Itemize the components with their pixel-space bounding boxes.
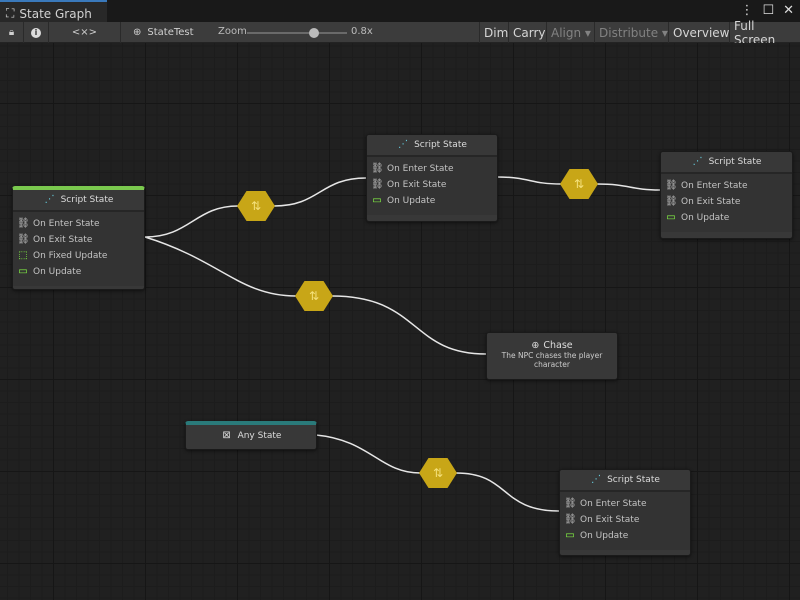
start-script-state-node[interactable]: ⋰ Script State ⛓ On Enter State ⛓ On Exit S…: [12, 186, 145, 290]
edge: [273, 177, 367, 207]
any-state-node[interactable]: ⊠ Any State: [185, 421, 317, 450]
dim-button[interactable]: Dim: [479, 22, 512, 43]
carry-button[interactable]: Carry: [508, 22, 550, 43]
transition-icon: ⇅: [432, 466, 444, 480]
event-row: ⛓ On Enter State: [371, 163, 454, 174]
event-row: ▭ On Update: [372, 195, 436, 206]
event-row: ⛓ On Enter State: [665, 180, 748, 191]
hierarchy-icon: ⛶: [6, 6, 15, 20]
transition-icon: ⇅: [250, 199, 262, 213]
script-state-node[interactable]: ⋰ Script State ⛓ On Enter State ⛓ On Exit S…: [366, 134, 498, 222]
edge: [496, 176, 562, 185]
event-row: ⛓ On Exit State: [17, 234, 93, 245]
exit-state-icon: ⛓: [17, 234, 30, 245]
transition-node[interactable]: ⇅: [295, 281, 333, 311]
more-options-icon[interactable]: ⋮: [740, 3, 754, 18]
event-row: ▭ On Update: [666, 212, 730, 223]
enter-state-icon: ⛓: [564, 498, 577, 509]
maximize-icon[interactable]: ☐: [762, 3, 775, 18]
align-dropdown[interactable]: Align ▾: [546, 22, 595, 43]
enter-state-icon: ⛓: [17, 218, 30, 229]
any-state-icon: ⊠: [222, 430, 231, 441]
event-row: ⛓ On Exit State: [564, 514, 640, 525]
script-state-node[interactable]: ⋰ Script State ⛓ On Enter State ⛓ On Exit S…: [660, 151, 793, 239]
tab-bar: ⛶ State Graph ⋮ ☐ ✕: [0, 0, 800, 22]
update-icon: ▭: [666, 212, 676, 223]
state-graph-icon: ⊕: [133, 27, 142, 38]
info-icon: i: [31, 27, 41, 38]
state-description: The NPC chases the player character: [501, 351, 603, 369]
event-row: ▭ On Update: [565, 530, 629, 541]
zoom-label: Zoom: [218, 26, 247, 37]
enter-state-icon: ⛓: [665, 180, 678, 191]
edge: [144, 205, 239, 238]
enter-state-icon: ⛓: [371, 163, 384, 174]
state-graph-icon: ⊕: [531, 340, 540, 351]
event-row: ⛓ On Enter State: [17, 218, 100, 229]
edge: [455, 472, 560, 512]
event-row: ▭ On Update: [18, 266, 82, 277]
update-icon: ▭: [372, 195, 382, 206]
update-icon: ▭: [565, 530, 575, 541]
overview-button[interactable]: Overview: [668, 22, 734, 43]
code-button[interactable]: <×>: [49, 22, 121, 43]
toolbar: 🔒︎ i <×> ⊕ StateTest Zoom 0.8x Dim Carry …: [0, 19, 800, 47]
script-state-icon: ⋰: [398, 139, 409, 150]
lock-button[interactable]: 🔒︎: [0, 22, 24, 43]
script-state-node[interactable]: ⋰ Script State ⛓ On Enter State ⛓ On Exit S…: [559, 469, 691, 556]
transition-node[interactable]: ⇅: [419, 458, 457, 488]
tab-state-graph[interactable]: ⛶ State Graph: [0, 0, 107, 22]
zoom-slider[interactable]: [247, 28, 347, 38]
event-row: ⛓ On Exit State: [371, 179, 447, 190]
edge: [331, 295, 487, 355]
transition-icon: ⇅: [308, 289, 320, 303]
edge: [596, 183, 661, 191]
graph-selector[interactable]: ⊕ StateTest: [133, 27, 194, 38]
update-icon: ▭: [18, 266, 28, 277]
exit-state-icon: ⛓: [371, 179, 384, 190]
fixed-update-icon: ⬚: [18, 250, 28, 261]
script-state-icon: ⋰: [44, 194, 55, 205]
exit-state-icon: ⛓: [665, 196, 678, 207]
zoom-slider-handle[interactable]: [309, 28, 319, 38]
script-state-icon: ⋰: [692, 156, 703, 167]
transition-icon: ⇅: [573, 177, 585, 191]
chase-state-node[interactable]: ⊕ Chase The NPC chases the player charact…: [486, 332, 618, 380]
event-row: ⛓ On Enter State: [564, 498, 647, 509]
event-row: ⬚ On Fixed Update: [18, 250, 108, 261]
edge: [144, 236, 297, 297]
zoom-value: 0.8x: [351, 26, 373, 37]
close-icon[interactable]: ✕: [783, 3, 794, 18]
distribute-dropdown[interactable]: Distribute ▾: [594, 22, 672, 43]
script-state-icon: ⋰: [591, 474, 602, 485]
edge: [315, 434, 421, 474]
info-button[interactable]: i: [24, 22, 49, 43]
exit-state-icon: ⛓: [564, 514, 577, 525]
event-row: ⛓ On Exit State: [665, 196, 741, 207]
lock-icon: 🔒︎: [8, 27, 15, 38]
